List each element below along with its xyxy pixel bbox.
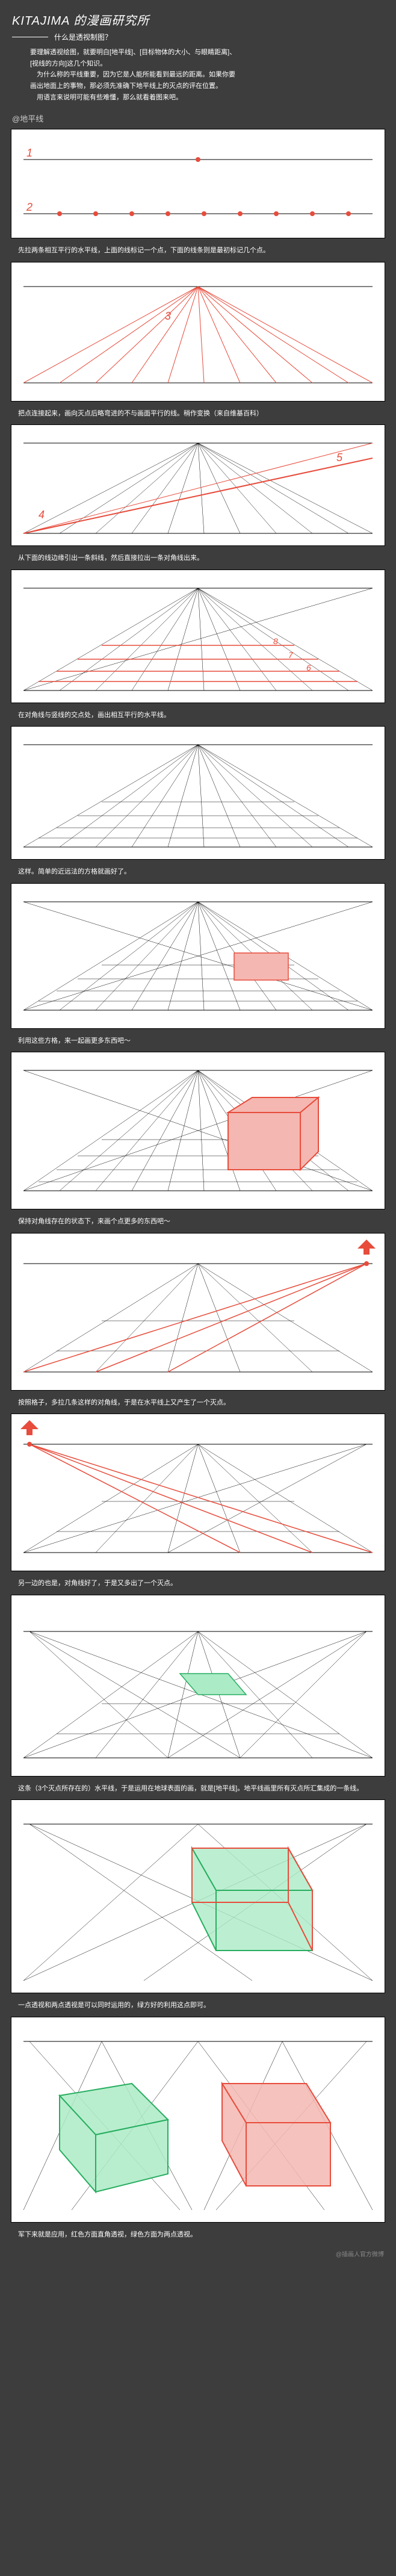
caption: 利用这些方格，来一起画更多东西吧～ — [0, 1032, 396, 1052]
intro-text: 要理解透视绘图，就要明白[地平线]、[目标物体的大小、与眼睛距离]、 [视线的方… — [12, 47, 384, 103]
caption: 另一边的也是，对角线好了，于是又多出了一个灭点。 — [0, 1575, 396, 1595]
label-5: 5 — [336, 452, 343, 464]
label-8: 8 — [273, 636, 278, 646]
intro-line: [视线的方向]这几个知识。 — [30, 58, 384, 70]
arrow-icon — [357, 1240, 376, 1255]
main-title: KITAJIMA 的漫画研究所 — [12, 11, 384, 28]
caption: 在对角线与竖线的交点处，画出相互平行的水平线。 — [0, 707, 396, 727]
footer-credit: @插画人官方微博 — [0, 2245, 396, 2262]
panel-box2 — [11, 1052, 385, 1209]
label-3: 3 — [165, 310, 171, 322]
handle-text: @地平线 — [0, 110, 396, 129]
label-2: 2 — [26, 201, 32, 213]
caption: 这样。简单的近远法的方格就画好了。 — [0, 863, 396, 883]
caption: 按照格子，多拉几条这样的对角线，于是在水平线上又产生了一个灭点。 — [0, 1394, 396, 1414]
subtitle: 什么是透视制图？ — [54, 32, 112, 42]
page-root: KITAJIMA 的漫画研究所 什么是透视制图？ 要理解透视绘图，就要明白[地平… — [0, 0, 396, 2268]
header: KITAJIMA 的漫画研究所 什么是透视制图？ 要理解透视绘图，就要明白[地平… — [0, 6, 396, 110]
panel-multi — [11, 1595, 385, 1777]
label-6: 6 — [306, 663, 311, 672]
panel-horizon: 1 2 — [11, 129, 385, 238]
intro-line: 用语言来说明可能有些难懂，那么就看着图来吧。 — [30, 92, 384, 104]
caption: 把点连接起来，画向灭点后略弯进的不与画面平行的线。稍作变换（来自维基百科） — [0, 405, 396, 425]
subtitle-row: 什么是透视制图？ — [12, 32, 384, 42]
caption: 先拉两条相互平行的水平线，上面的线标记一个点，下面的线条则是最初标记几个点。 — [0, 242, 396, 262]
intro-line: 要理解透视绘图，就要明白[地平线]、[目标物体的大小、与眼睛距离]、 — [30, 47, 384, 58]
arrow-icon — [20, 1420, 39, 1435]
label-7: 7 — [288, 650, 294, 660]
panel-diag: 4 5 — [11, 424, 385, 546]
panel-grid: 8 7 6 — [11, 570, 385, 703]
intro-line: 画出地面上的事物，那必须先准确下地平线上的灭点的评在位置。 — [30, 81, 384, 92]
panel-box1 — [11, 883, 385, 1029]
caption: 军下来就是应用，红色方面直角透视，绿色方面为两点透视。 — [0, 2226, 396, 2246]
panel-arrow1 — [11, 1233, 385, 1391]
panel-final — [11, 2017, 385, 2223]
caption: 一点透视和两点透视是可以同时运用的，绿方好的利用这点即可。 — [0, 1997, 396, 2017]
label-4: 4 — [39, 509, 45, 521]
panel-cubes — [11, 1799, 385, 1993]
panel-arrow2 — [11, 1414, 385, 1571]
panel-rays: 3 — [11, 262, 385, 402]
label-1: 1 — [26, 147, 32, 159]
caption: 从下面的线边缘引出一条斜线，然后直接拉出一条对角线出来。 — [0, 550, 396, 570]
caption: 保持对角线存在的状态下，来画个点更多的东西吧～ — [0, 1213, 396, 1233]
intro-line: 为什么称的平线重要，因为它是人能所能看到最远的距离。如果你要 — [30, 69, 384, 81]
panel-grid2 — [11, 726, 385, 860]
caption: 这条（3个灭点所存在的）水平线，于是运用在地球表面的画，就是[地平线]。地平线画… — [0, 1780, 396, 1800]
